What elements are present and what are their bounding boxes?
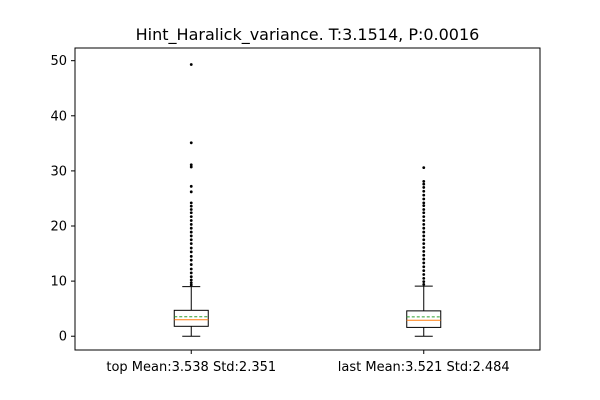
outlier-point xyxy=(189,222,193,226)
outlier-point xyxy=(189,283,193,287)
outlier-point xyxy=(189,271,193,275)
outlier-point xyxy=(189,275,193,279)
outlier-point xyxy=(422,215,426,219)
outlier-point xyxy=(189,184,193,188)
outlier-point xyxy=(422,249,426,253)
plot-frame xyxy=(74,47,541,351)
x-tick-label: top Mean:3.538 Std:2.351 xyxy=(106,360,276,375)
outlier-point xyxy=(422,186,426,189)
outlier-point xyxy=(189,242,193,246)
outlier-point xyxy=(422,193,426,197)
outlier-point xyxy=(189,250,193,254)
y-tick-label: 0 xyxy=(59,330,67,345)
outlier-point xyxy=(189,211,193,215)
outlier-point xyxy=(189,226,193,230)
outlier-point xyxy=(189,63,193,66)
outlier-point xyxy=(422,166,426,169)
outlier-point xyxy=(189,263,193,266)
box-group xyxy=(406,166,442,337)
outlier-point xyxy=(189,281,193,285)
chart-title: Hint_Haralick_variance. T:3.1514, P:0.00… xyxy=(136,25,480,45)
outlier-point xyxy=(422,226,426,230)
outlier-point xyxy=(189,230,193,234)
x-tick-label: last Mean:3.521 Std:2.484 xyxy=(338,360,510,375)
outlier-point xyxy=(189,208,193,211)
outlier-point xyxy=(422,257,426,261)
outlier-point xyxy=(189,278,193,282)
y-tick-label: 10 xyxy=(50,275,67,290)
outlier-point xyxy=(422,269,426,273)
outlier-point xyxy=(422,283,426,286)
outlier-point xyxy=(422,211,426,215)
outlier-point xyxy=(422,242,426,246)
outlier-point xyxy=(422,230,426,234)
y-tick-label: 40 xyxy=(50,109,67,124)
y-tick-label: 50 xyxy=(50,54,67,69)
outlier-point xyxy=(422,204,426,208)
y-tick-label: 20 xyxy=(50,220,67,235)
outlier-point xyxy=(189,141,193,145)
outlier-point xyxy=(189,215,193,219)
outlier-point xyxy=(189,201,193,205)
outlier-point xyxy=(189,238,193,242)
outlier-point xyxy=(422,201,426,205)
outlier-point xyxy=(422,261,426,265)
outlier-point xyxy=(422,208,426,211)
outlier-point xyxy=(422,179,426,183)
outlier-point xyxy=(189,190,193,194)
outlier-point xyxy=(189,254,193,258)
outlier-point xyxy=(422,246,426,249)
outlier-point xyxy=(422,253,426,257)
outlier-point xyxy=(422,219,426,222)
iqr-box xyxy=(406,310,442,328)
outlier-point xyxy=(189,258,193,262)
outlier-point xyxy=(422,189,426,193)
outlier-point xyxy=(189,219,193,222)
outlier-point xyxy=(189,165,193,169)
y-tick-label: 30 xyxy=(50,164,67,179)
outlier-point xyxy=(422,273,426,276)
outlier-point xyxy=(422,234,426,238)
outlier-point xyxy=(422,197,426,201)
outlier-point xyxy=(189,204,193,208)
outlier-point xyxy=(422,238,426,242)
outlier-point xyxy=(189,267,193,271)
outlier-point xyxy=(189,234,193,238)
plot-area xyxy=(173,63,442,337)
outlier-point xyxy=(189,163,193,167)
outlier-point xyxy=(422,276,426,280)
iqr-box xyxy=(173,309,209,327)
outlier-point xyxy=(189,246,193,250)
box-group xyxy=(173,63,209,337)
outlier-point xyxy=(422,280,426,284)
outlier-point xyxy=(422,222,426,226)
outlier-point xyxy=(422,265,426,269)
outlier-point xyxy=(422,182,426,186)
axes: 0 10 20 30 40 50 top Mean:3.538 Std:2.351 last … xyxy=(50,47,541,375)
